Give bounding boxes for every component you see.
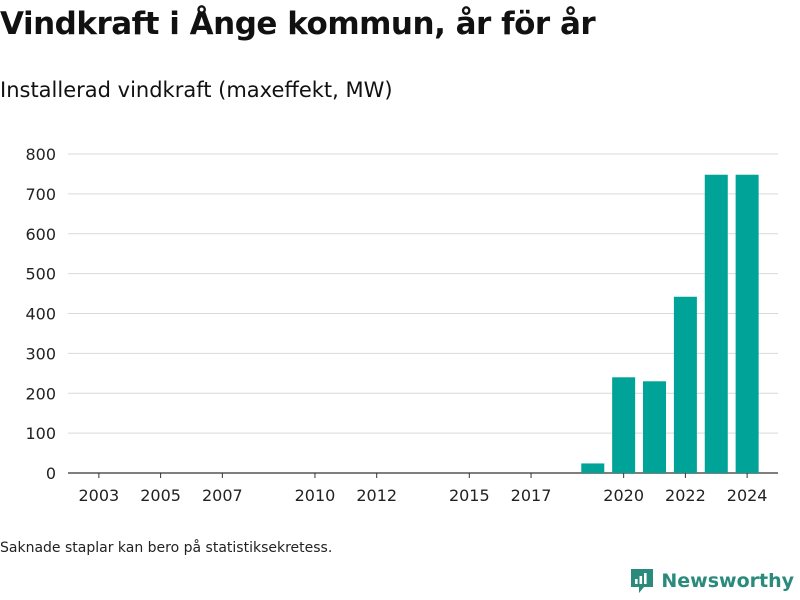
y-tick-label: 100 — [25, 424, 56, 443]
y-tick-label: 400 — [25, 305, 56, 324]
grid-lines — [68, 153, 778, 474]
y-tick-label: 800 — [25, 145, 56, 164]
y-tick-label: 0 — [46, 464, 56, 483]
bar-2024[interactable] — [735, 174, 759, 474]
x-tick-label: 2005 — [140, 486, 181, 505]
y-tick-label: 300 — [25, 344, 56, 363]
x-axis-ticks: 2003 2005 2007 2010 2012 2015 2017 2020 2022 2024 — [79, 473, 768, 505]
bar-2019[interactable] — [581, 463, 605, 473]
y-axis-ticks: 0 100 200 300 400 500 600 700 800 — [25, 145, 56, 483]
x-tick-label: 2015 — [449, 486, 490, 505]
y-tick-label: 200 — [25, 384, 56, 403]
x-tick-label: 2020 — [603, 486, 644, 505]
chart-title: Vindkraft i Ånge kommun, år för år — [0, 6, 596, 42]
bar-2023[interactable] — [704, 174, 728, 474]
bar-2022[interactable] — [673, 296, 697, 473]
y-tick-label: 500 — [25, 265, 56, 284]
bar-2020[interactable] — [612, 377, 636, 473]
y-tick-label: 700 — [25, 185, 56, 204]
x-tick-label: 2022 — [665, 486, 706, 505]
bar-2021[interactable] — [643, 381, 667, 473]
newsworthy-logo[interactable]: Newsworthy — [629, 567, 794, 595]
footnote: Saknade staplar kan bero på statistiksek… — [0, 540, 333, 556]
y-tick-label: 600 — [25, 225, 56, 244]
brand-name: Newsworthy — [661, 570, 794, 592]
newsworthy-logo-icon — [631, 569, 654, 593]
x-tick-label: 2007 — [202, 486, 243, 505]
chart-subtitle: Installerad vindkraft (maxeffekt, MW) — [0, 78, 393, 102]
x-tick-label: 2012 — [356, 486, 397, 505]
x-tick-label: 2010 — [295, 486, 336, 505]
x-tick-label: 2003 — [79, 486, 120, 505]
bars — [581, 174, 759, 474]
x-tick-label: 2017 — [511, 486, 552, 505]
x-tick-label: 2024 — [727, 486, 768, 505]
